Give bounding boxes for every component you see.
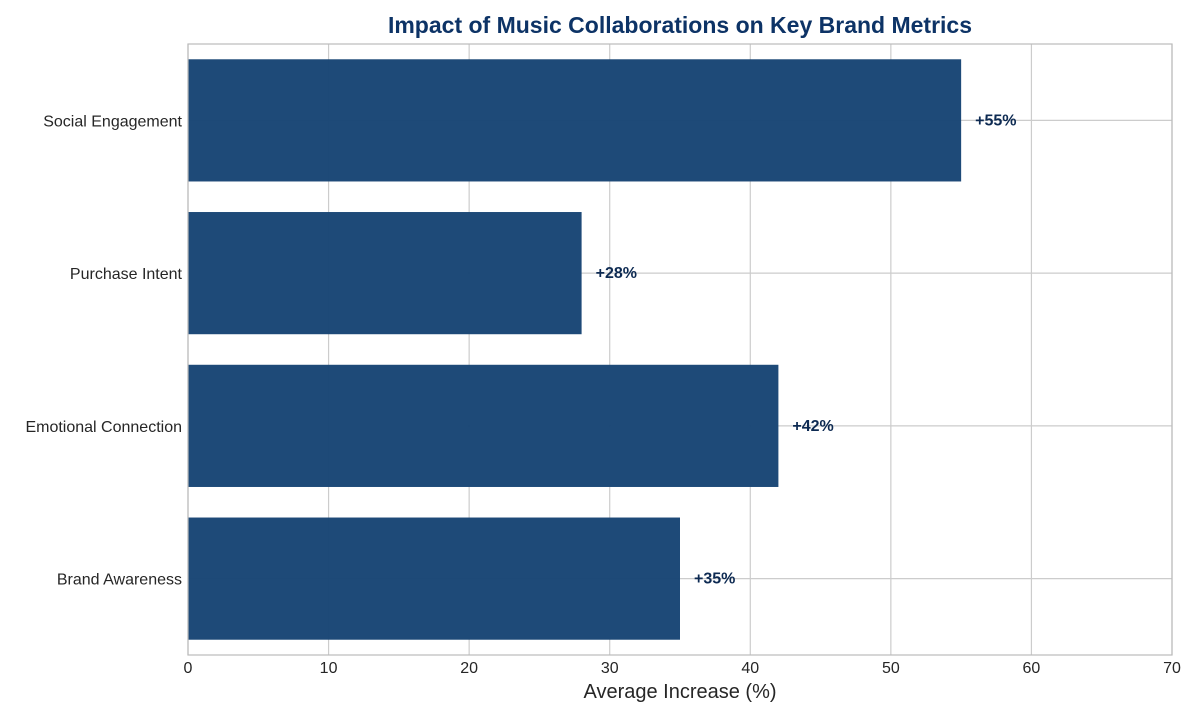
- data-label: +42%: [792, 418, 833, 435]
- data-label: +35%: [694, 571, 735, 588]
- x-tick-label: 70: [1163, 660, 1181, 677]
- y-tick-label: Emotional Connection: [25, 419, 182, 436]
- x-tick-label: 10: [320, 660, 338, 677]
- x-tick-label: 60: [1023, 660, 1041, 677]
- x-axis-label: Average Increase (%): [583, 681, 776, 703]
- x-tick-label: 0: [184, 660, 193, 677]
- bar: [188, 212, 582, 335]
- x-tick-label: 50: [882, 660, 900, 677]
- y-tick-label: Social Engagement: [43, 113, 182, 130]
- y-tick-labels: Brand Awareness Emotional Connection Purch…: [25, 113, 182, 588]
- chart-title: Impact of Music Collaborations on Key Br…: [388, 12, 972, 38]
- bar: [188, 364, 779, 487]
- data-label: +28%: [596, 265, 637, 282]
- x-tick-label: 30: [601, 660, 619, 677]
- x-tick-labels: 0 10 20 30 40 50 60 70: [184, 660, 1181, 677]
- x-tick-label: 20: [460, 660, 478, 677]
- x-tick-label: 40: [741, 660, 759, 677]
- y-tick-label: Brand Awareness: [57, 572, 182, 589]
- data-label: +55%: [975, 112, 1016, 129]
- y-tick-label: Purchase Intent: [70, 266, 183, 283]
- bar: [188, 517, 680, 640]
- bars: +35% +42% +28% +55%: [188, 59, 1017, 640]
- bar: [188, 59, 962, 182]
- plot-frame: [187, 43, 1173, 656]
